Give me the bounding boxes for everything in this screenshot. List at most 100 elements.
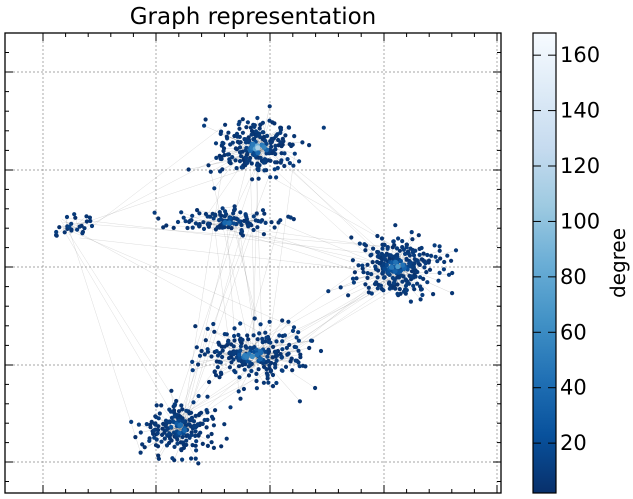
graph-node xyxy=(365,262,370,267)
graph-node xyxy=(437,270,442,275)
graph-node xyxy=(217,210,222,215)
plot-frame xyxy=(4,32,502,494)
graph-node xyxy=(441,267,446,272)
graph-node xyxy=(416,233,421,238)
graph-node xyxy=(203,117,208,122)
graph-node xyxy=(291,217,296,222)
graph-edge xyxy=(72,229,301,355)
graph-node xyxy=(286,351,291,356)
graph-node xyxy=(168,409,173,414)
graph-node xyxy=(290,328,296,333)
graph-node xyxy=(227,157,232,162)
graph-node xyxy=(257,126,262,131)
graph-node xyxy=(240,337,245,342)
graph-node xyxy=(352,270,357,275)
graph-node xyxy=(229,226,234,231)
graph-node xyxy=(84,214,89,219)
graph-edge xyxy=(168,163,258,430)
colorbar-gradient xyxy=(532,32,557,494)
colorbar-tick-label: 120 xyxy=(560,154,600,178)
graph-node xyxy=(363,282,368,287)
graph-edge xyxy=(86,124,226,231)
graph-edge xyxy=(181,212,222,228)
graph-node xyxy=(227,365,232,370)
graph-node xyxy=(260,340,265,345)
graph-node xyxy=(200,441,205,446)
graph-node xyxy=(201,220,206,225)
graph-node xyxy=(231,211,236,216)
graph-edge xyxy=(188,153,265,170)
graph-node xyxy=(202,123,207,128)
graph-node xyxy=(196,222,201,228)
graph-node xyxy=(196,393,201,399)
graph-edge xyxy=(220,147,248,160)
graph-node xyxy=(246,364,251,369)
graph-node xyxy=(360,263,365,268)
graph-node xyxy=(164,427,169,432)
graph-node xyxy=(232,333,237,339)
graph-edge xyxy=(233,214,246,223)
graph-node xyxy=(255,337,260,342)
graph-node xyxy=(75,227,80,232)
graph-node xyxy=(273,350,278,355)
graph-node xyxy=(195,208,200,213)
graph-node xyxy=(375,286,380,291)
graph-edge xyxy=(249,157,256,356)
graph-edge xyxy=(161,405,171,418)
graph-node xyxy=(437,248,442,253)
graph-node xyxy=(261,144,267,150)
graph-node xyxy=(224,436,229,441)
graph-node xyxy=(136,422,141,427)
graph-node xyxy=(394,246,400,251)
graph-node xyxy=(267,118,272,123)
graph-node xyxy=(262,168,267,173)
graph-node xyxy=(249,368,254,374)
graph-node xyxy=(194,439,199,444)
graph-node xyxy=(291,325,297,330)
graph-node xyxy=(197,211,202,216)
graph-node xyxy=(350,276,356,281)
graph-node xyxy=(415,281,420,286)
graph-node xyxy=(277,333,282,338)
graph-node xyxy=(274,133,279,139)
graph-node xyxy=(282,333,287,338)
graph-node xyxy=(177,430,182,435)
graph-node xyxy=(205,443,210,448)
graph-node xyxy=(180,440,185,445)
graph-node xyxy=(178,422,184,428)
graph-node xyxy=(191,400,196,405)
graph-node xyxy=(267,363,272,368)
graph-edge xyxy=(63,160,271,230)
graph-node xyxy=(282,151,287,156)
graph-node xyxy=(370,260,375,265)
graph-node xyxy=(245,333,250,338)
graph-node xyxy=(400,262,406,268)
graph-edge xyxy=(160,288,396,428)
graph-node xyxy=(245,359,250,364)
graph-node xyxy=(218,156,223,161)
graph-node xyxy=(279,144,284,149)
graph-node xyxy=(408,246,413,251)
graph-node xyxy=(211,321,216,327)
graph-node xyxy=(156,216,161,221)
graph-node xyxy=(278,218,283,223)
graph-node xyxy=(375,275,380,280)
graph-node xyxy=(189,456,194,461)
graph-node xyxy=(204,425,209,430)
graph-node xyxy=(196,461,201,466)
graph-node xyxy=(244,354,250,360)
graph-node xyxy=(88,218,93,224)
graph-node xyxy=(383,253,388,258)
graph-node xyxy=(292,151,297,156)
graph-node xyxy=(273,365,278,370)
graph-node xyxy=(274,175,279,180)
graph-node xyxy=(57,225,62,230)
graph-node xyxy=(179,403,184,408)
graph-node xyxy=(206,221,211,226)
graph-edge xyxy=(210,171,253,363)
graph-node xyxy=(410,237,415,242)
graph-edge xyxy=(250,340,313,351)
plot-area xyxy=(4,32,502,494)
graph-node xyxy=(407,281,412,286)
graph-node xyxy=(261,160,266,165)
